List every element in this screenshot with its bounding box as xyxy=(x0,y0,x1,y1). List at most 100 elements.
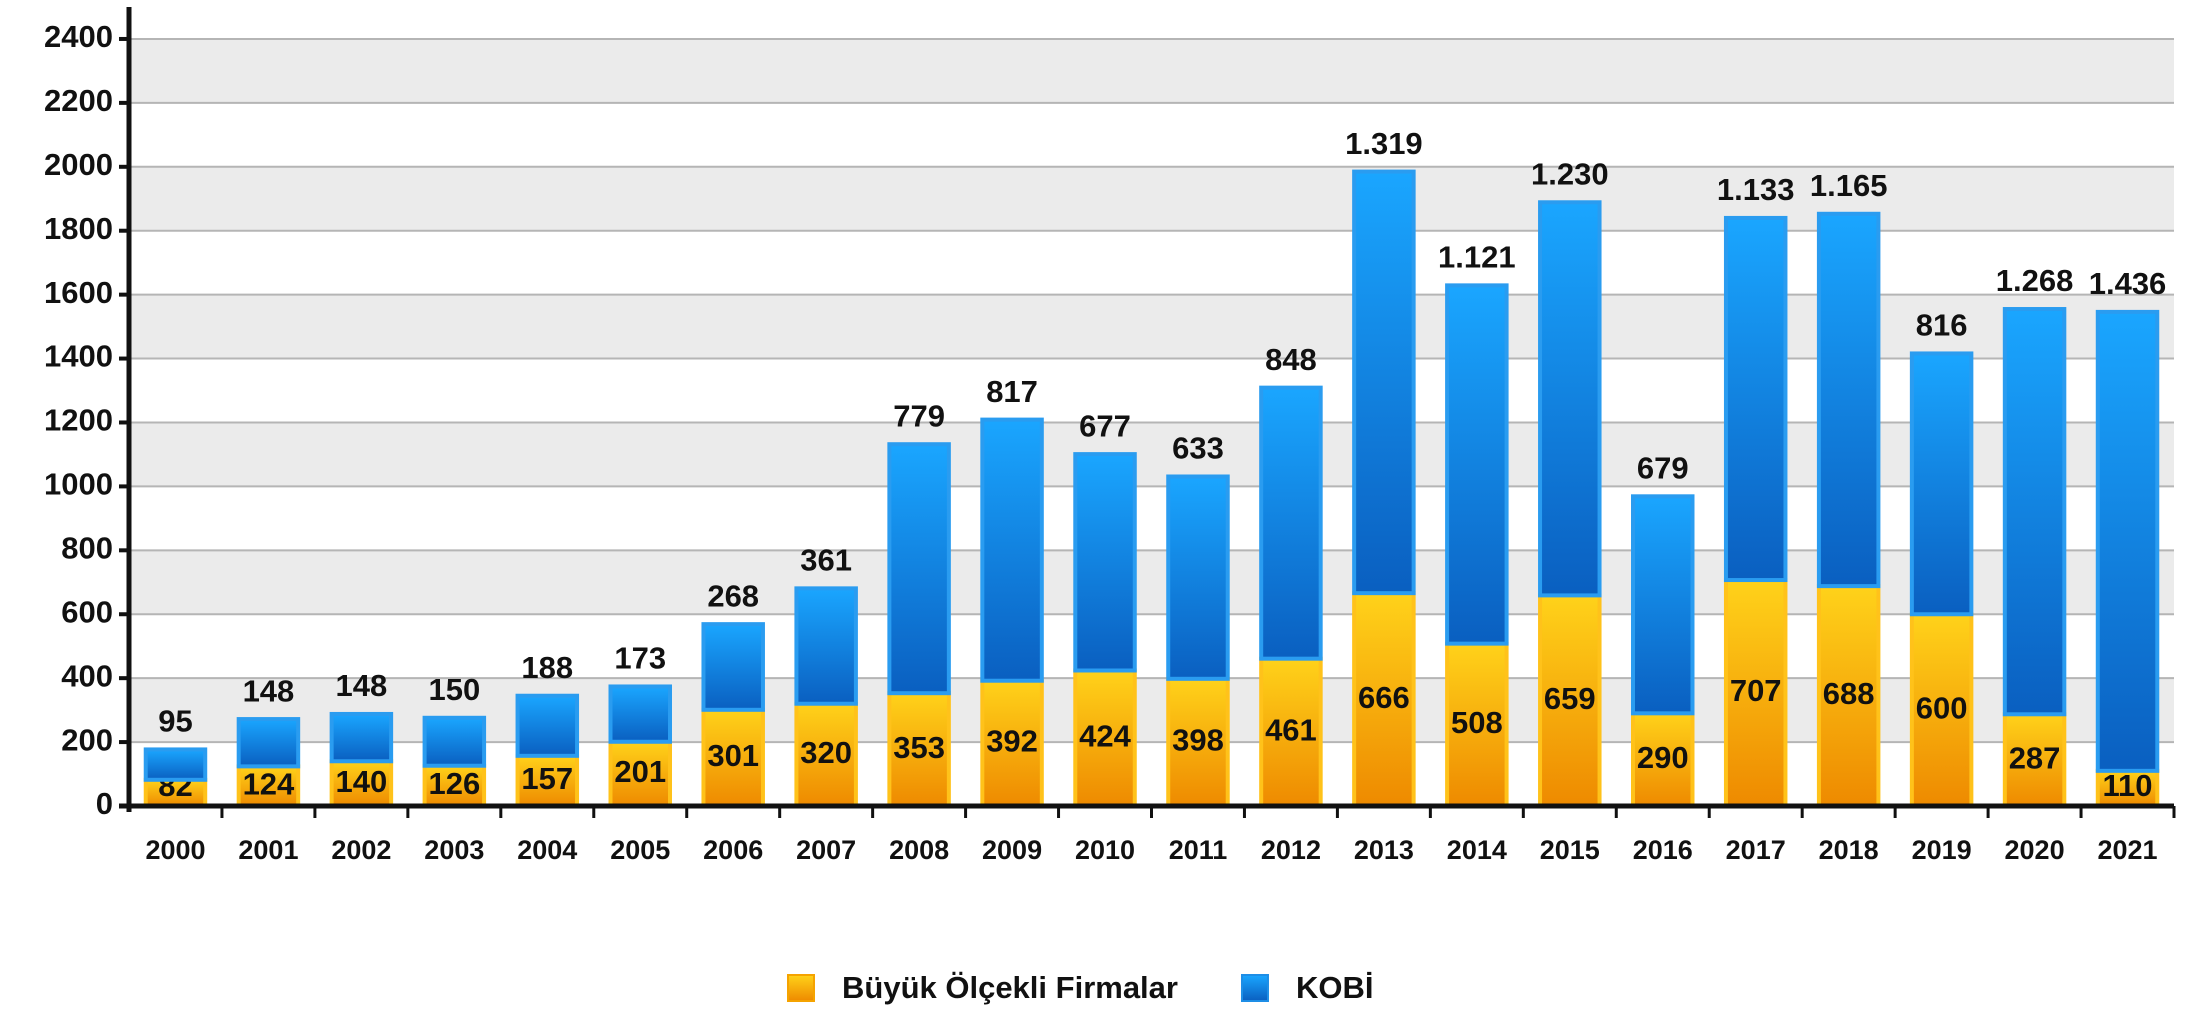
value-label: 677 xyxy=(1079,408,1131,443)
value-label: 124 xyxy=(243,766,295,801)
x-tick-label: 2013 xyxy=(1354,835,1414,865)
value-label: 201 xyxy=(614,754,666,789)
bar-segment xyxy=(1166,474,1230,681)
bar-segment xyxy=(1538,200,1602,598)
bar-segment xyxy=(1723,215,1788,583)
value-label: 1.133 xyxy=(1717,172,1795,207)
y-tick-label: 200 xyxy=(61,722,113,757)
value-label: 95 xyxy=(158,704,192,739)
value-label: 1.121 xyxy=(1438,240,1516,275)
value-label: 424 xyxy=(1079,718,1131,753)
x-tick-label: 2002 xyxy=(331,835,391,865)
y-tick-label: 1200 xyxy=(44,403,113,438)
value-label: 361 xyxy=(800,543,852,578)
x-tick-label: 2012 xyxy=(1261,835,1321,865)
y-tick-label: 0 xyxy=(96,786,113,821)
value-label: 392 xyxy=(986,724,1038,759)
x-tick-label: 2020 xyxy=(2005,835,2065,865)
value-label: 148 xyxy=(336,668,388,703)
bar-segment xyxy=(143,777,208,808)
value-label: 816 xyxy=(1916,308,1968,343)
value-label: 150 xyxy=(428,672,480,707)
x-tick-label: 2001 xyxy=(238,835,298,865)
grid-band xyxy=(129,38,2174,103)
value-label: 268 xyxy=(707,578,759,613)
x-tick-label: 2005 xyxy=(610,835,670,865)
value-label: 353 xyxy=(893,730,945,765)
x-tick-label: 2004 xyxy=(517,835,577,865)
value-label: 848 xyxy=(1265,342,1317,377)
value-label: 600 xyxy=(1916,690,1968,725)
legend-swatch xyxy=(1240,974,1269,1002)
bar-segment xyxy=(236,717,301,769)
bar-segment xyxy=(422,715,487,768)
bar-segment xyxy=(2002,307,2067,717)
value-label: 817 xyxy=(986,374,1038,409)
x-tick-label: 2019 xyxy=(1912,835,1972,865)
bar-segment xyxy=(980,678,1044,808)
value-label: 110 xyxy=(2103,768,2153,803)
value-label: 779 xyxy=(893,398,945,433)
y-tick-label: 1400 xyxy=(44,339,113,374)
value-label: 157 xyxy=(521,761,573,796)
bar-segment xyxy=(329,759,394,808)
bar-segment xyxy=(1538,593,1602,808)
y-tick-label: 800 xyxy=(61,531,113,566)
x-tick-label: 2011 xyxy=(1169,835,1228,865)
value-label: 290 xyxy=(1637,740,1689,775)
bar-segment xyxy=(794,701,858,809)
y-tick-label: 1000 xyxy=(44,467,113,502)
bar-segment xyxy=(2095,309,2160,773)
y-tick-label: 1800 xyxy=(44,211,113,246)
legend-swatch xyxy=(787,974,815,1002)
value-label: 188 xyxy=(521,650,573,685)
y-tick-label: 2400 xyxy=(44,19,113,54)
bar-segment xyxy=(794,586,858,706)
bar-segment xyxy=(515,693,580,758)
legend-label: Büyük Ölçekli Firmalar xyxy=(842,970,1178,1005)
y-tick-label: 2000 xyxy=(44,147,113,182)
x-tick-label: 2006 xyxy=(703,835,763,865)
y-tick-label: 600 xyxy=(61,594,113,629)
value-label: 688 xyxy=(1823,676,1875,711)
value-label: 1.268 xyxy=(1996,263,2074,298)
value-label: 707 xyxy=(1730,673,1782,708)
value-label: 1.165 xyxy=(1810,168,1888,203)
bar-segment xyxy=(1909,351,1974,617)
value-label: 1.436 xyxy=(2089,266,2167,301)
x-tick-label: 2000 xyxy=(145,835,205,865)
bar-segment xyxy=(608,684,672,744)
bar-segment xyxy=(1073,452,1137,673)
value-label: 126 xyxy=(428,766,480,801)
bar-segment xyxy=(887,442,951,696)
x-tick-label: 2007 xyxy=(796,835,856,865)
value-label: 666 xyxy=(1358,680,1410,715)
x-tick-label: 2016 xyxy=(1633,835,1693,865)
y-tick-label: 400 xyxy=(61,658,113,693)
bar-segment xyxy=(980,417,1044,683)
x-tick-label: 2021 xyxy=(2097,835,2157,865)
x-tick-label: 2008 xyxy=(889,835,949,865)
bar-segment xyxy=(1073,668,1137,809)
x-tick-label: 2003 xyxy=(424,835,484,865)
value-label: 1.230 xyxy=(1531,156,1609,191)
bar-segment xyxy=(701,622,765,712)
bar-segment xyxy=(329,711,394,764)
bar-segment xyxy=(1445,283,1509,646)
bar-segment xyxy=(1816,211,1881,589)
bar-segment xyxy=(1352,169,1416,596)
bar-segment xyxy=(608,739,672,808)
value-label: 461 xyxy=(1265,713,1317,748)
value-label: 140 xyxy=(336,764,388,799)
x-tick-label: 2009 xyxy=(982,835,1042,865)
value-label: 173 xyxy=(614,641,666,676)
bar-segment xyxy=(1631,494,1695,716)
value-label: 287 xyxy=(2009,740,2061,775)
value-label: 320 xyxy=(800,735,852,770)
x-tick-label: 2014 xyxy=(1447,835,1507,865)
x-tick-label: 2015 xyxy=(1540,835,1600,865)
legend-label: KOBİ xyxy=(1296,970,1374,1005)
value-label: 148 xyxy=(243,673,295,708)
value-label: 633 xyxy=(1172,431,1224,466)
